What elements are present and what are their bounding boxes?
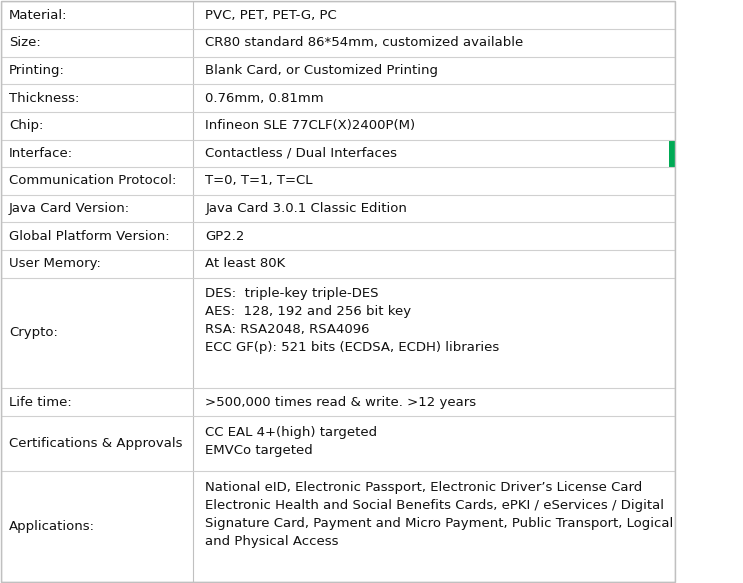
- Text: CC EAL 4+(high) targeted
EMVCo targeted: CC EAL 4+(high) targeted EMVCo targeted: [205, 426, 377, 456]
- Text: Applications:: Applications:: [9, 520, 95, 533]
- Text: National eID, Electronic Passport, Electronic Driver’s License Card
Electronic H: National eID, Electronic Passport, Elect…: [205, 481, 674, 548]
- Text: 0.76mm, 0.81mm: 0.76mm, 0.81mm: [205, 92, 324, 104]
- Text: Life time:: Life time:: [9, 395, 72, 409]
- Text: CR80 standard 86*54mm, customized available: CR80 standard 86*54mm, customized availa…: [205, 36, 524, 50]
- Text: User Memory:: User Memory:: [9, 257, 101, 271]
- Text: Java Card 3.0.1 Classic Edition: Java Card 3.0.1 Classic Edition: [205, 202, 407, 215]
- Text: Communication Protocol:: Communication Protocol:: [9, 174, 176, 188]
- Text: Contactless / Dual Interfaces: Contactless / Dual Interfaces: [205, 147, 398, 160]
- Text: DES:  triple-key triple-DES
AES:  128, 192 and 256 bit key
RSA: RSA2048, RSA4096: DES: triple-key triple-DES AES: 128, 192…: [205, 287, 499, 354]
- Text: Thickness:: Thickness:: [9, 92, 80, 104]
- Text: Material:: Material:: [9, 9, 68, 22]
- Text: T=0, T=1, T=CL: T=0, T=1, T=CL: [205, 174, 313, 188]
- Text: >500,000 times read & write. >12 years: >500,000 times read & write. >12 years: [205, 395, 476, 409]
- Text: At least 80K: At least 80K: [205, 257, 285, 271]
- Text: Interface:: Interface:: [9, 147, 74, 160]
- Text: Blank Card, or Customized Printing: Blank Card, or Customized Printing: [205, 64, 438, 77]
- Text: Crypto:: Crypto:: [9, 326, 58, 339]
- Text: Infineon SLE 77CLF(X)2400P(M): Infineon SLE 77CLF(X)2400P(M): [205, 119, 415, 132]
- Text: GP2.2: GP2.2: [205, 230, 244, 243]
- Text: Chip:: Chip:: [9, 119, 43, 132]
- FancyBboxPatch shape: [669, 139, 675, 167]
- Text: Java Card Version:: Java Card Version:: [9, 202, 130, 215]
- Text: Certifications & Approvals: Certifications & Approvals: [9, 437, 183, 450]
- Text: PVC, PET, PET-G, PC: PVC, PET, PET-G, PC: [205, 9, 337, 22]
- Text: Printing:: Printing:: [9, 64, 65, 77]
- Text: Global Platform Version:: Global Platform Version:: [9, 230, 169, 243]
- Text: Size:: Size:: [9, 36, 41, 50]
